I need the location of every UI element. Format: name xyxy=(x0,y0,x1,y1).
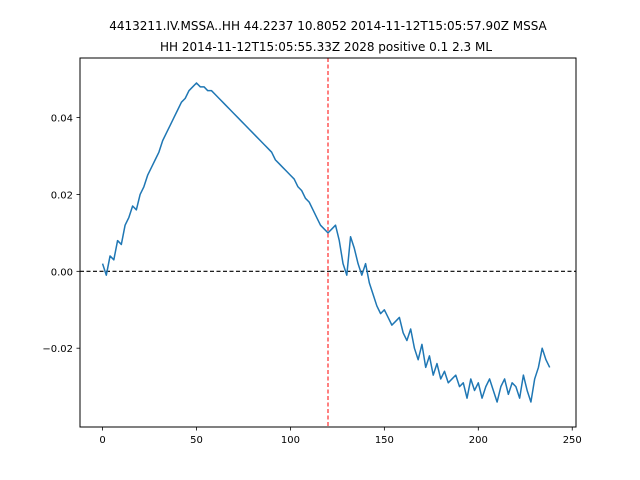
axes-frame xyxy=(79,57,577,428)
y-tick-label: 0.00 xyxy=(51,267,73,278)
x-tick-label: 0 xyxy=(99,435,105,446)
y-tick-label: 0.02 xyxy=(51,190,73,201)
x-tick-label: 200 xyxy=(469,435,488,446)
x-tick-label: 250 xyxy=(563,435,582,446)
reference-lines xyxy=(80,58,576,427)
x-tick-label: 50 xyxy=(190,435,203,446)
chart-title-line-1: 4413211.IV.MSSA..HH 44.2237 10.8052 2014… xyxy=(109,19,547,33)
y-tick-label: −0.02 xyxy=(42,344,73,355)
series-group xyxy=(101,82,551,403)
x-tick-label: 150 xyxy=(375,435,394,446)
y-axis: −0.02 0.00 0.02 0.04 xyxy=(42,114,80,355)
series-line xyxy=(101,82,551,403)
x-tick-label: 100 xyxy=(281,435,300,446)
chart-title-line-2: HH 2014-11-12T15:05:55.33Z 2028 positive… xyxy=(160,40,492,54)
y-tick-label: 0.04 xyxy=(51,114,73,125)
x-axis: 0 50 100 150 200 250 xyxy=(99,427,582,446)
